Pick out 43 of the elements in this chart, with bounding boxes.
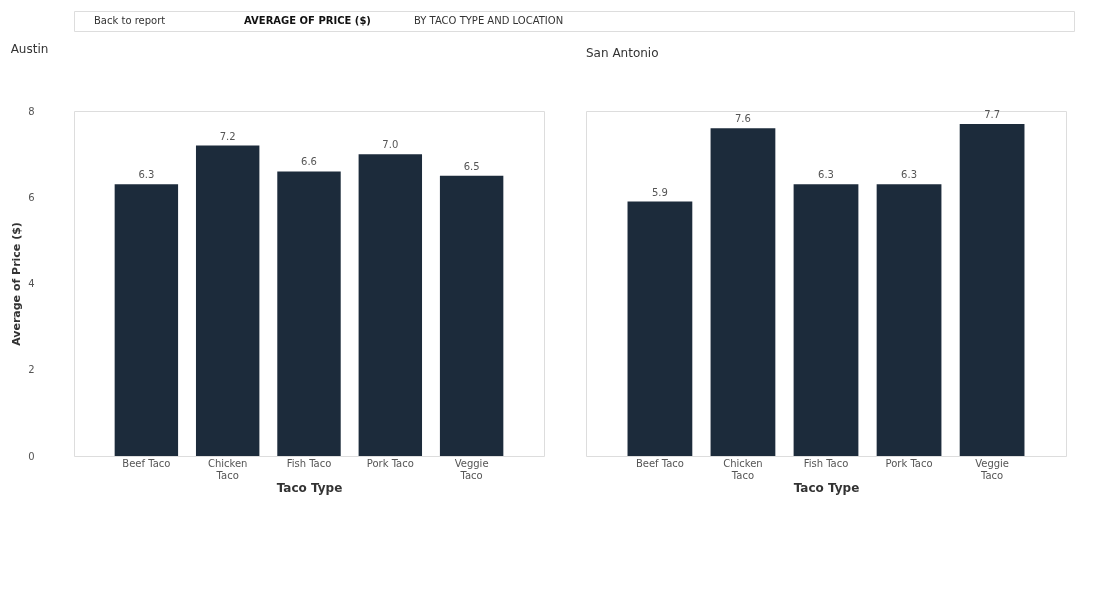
data-label: 6.3 bbox=[901, 169, 917, 181]
chart-title: San Antonio bbox=[586, 45, 659, 60]
y-tick-label: 0 bbox=[28, 450, 35, 462]
x-tick-label: Fish Taco bbox=[803, 457, 849, 469]
data-label: 7.0 bbox=[382, 139, 399, 151]
bar bbox=[959, 123, 1025, 456]
bar bbox=[277, 171, 341, 456]
y-tick-label: 2 bbox=[28, 364, 35, 376]
data-label: 5.9 bbox=[651, 186, 668, 198]
bar bbox=[627, 201, 693, 456]
bar bbox=[439, 175, 504, 456]
x-tick-label: Veggie Taco bbox=[454, 457, 489, 481]
data-label: 7.7 bbox=[984, 108, 1001, 120]
data-label: 6.5 bbox=[463, 160, 480, 172]
x-tick-label: Veggie Taco bbox=[975, 457, 1010, 481]
text: Back to report bbox=[94, 15, 166, 26]
y-axis-title: Average of Price ($) bbox=[10, 222, 24, 346]
chart-title: Austin bbox=[10, 42, 49, 56]
data-label: 7.6 bbox=[735, 113, 751, 125]
x-tick-label: Chicken Taco bbox=[207, 457, 248, 481]
bar bbox=[114, 184, 179, 456]
y-tick-label: 6 bbox=[28, 191, 35, 203]
bar bbox=[195, 145, 260, 456]
x-tick-label: Pork Taco bbox=[366, 457, 414, 469]
bar bbox=[710, 128, 776, 456]
data-label: 7.2 bbox=[219, 130, 236, 142]
data-label: 6.3 bbox=[818, 169, 834, 181]
x-tick-label: Fish Taco bbox=[286, 457, 332, 469]
bar bbox=[358, 154, 423, 456]
data-label: 6.6 bbox=[301, 156, 317, 168]
y-tick-label: 4 bbox=[28, 278, 35, 289]
bar bbox=[793, 184, 859, 456]
data-label: 6.3 bbox=[138, 169, 155, 181]
x-axis-title: Taco Type bbox=[276, 480, 343, 495]
bar bbox=[876, 184, 942, 456]
text: BY TACO TYPE AND LOCATION bbox=[414, 15, 564, 26]
x-tick-label: Beef Taco bbox=[122, 457, 171, 469]
x-tick-label: Beef Taco bbox=[635, 457, 684, 469]
y-tick-label: 8 bbox=[28, 105, 35, 117]
x-tick-label: Pork Taco bbox=[885, 457, 933, 469]
x-axis-title: Taco Type bbox=[793, 480, 860, 495]
x-tick-label: Chicken Taco bbox=[723, 457, 763, 481]
text: AVERAGE OF PRICE ($) bbox=[244, 15, 371, 26]
